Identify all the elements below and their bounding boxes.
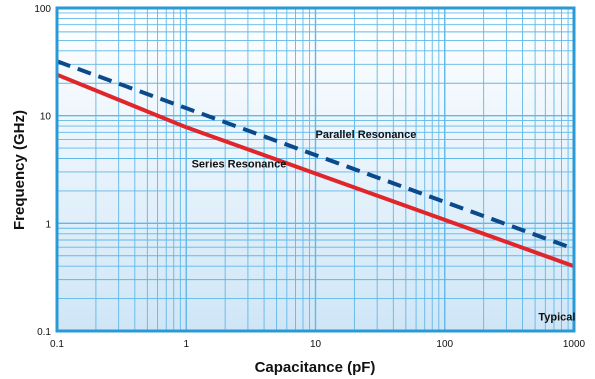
plot-frame bbox=[55, 6, 576, 333]
series-resonance-line bbox=[56, 72, 575, 269]
y-tick-labels: 0.1 1 10 100 bbox=[34, 4, 51, 338]
x-tick-labels: 0.1 1 10 100 1000 bbox=[50, 339, 586, 350]
x-axis-title: Capacitance (pF) bbox=[255, 359, 376, 376]
x-tick-label: 1 bbox=[183, 339, 189, 350]
parallel-resonance-line bbox=[56, 59, 575, 251]
x-tick-label: 100 bbox=[436, 339, 453, 350]
series-layer bbox=[56, 59, 575, 269]
x-tick-label: 1000 bbox=[563, 339, 586, 350]
x-tick-label: 10 bbox=[310, 339, 322, 350]
typical-label: Typical bbox=[538, 312, 575, 324]
y-tick-label: 0.1 bbox=[37, 327, 51, 338]
y-tick-label: 10 bbox=[40, 112, 52, 123]
y-tick-label: 100 bbox=[34, 4, 51, 15]
y-tick-label: 1 bbox=[45, 219, 51, 230]
y-axis-title: Frequency (GHz) bbox=[11, 110, 28, 230]
series-label: Series Resonance bbox=[192, 159, 287, 171]
parallel-label: Parallel Resonance bbox=[316, 129, 417, 141]
annotations: Parallel Resonance Series Resonance Typica… bbox=[192, 129, 576, 324]
x-tick-label: 0.1 bbox=[50, 339, 64, 350]
